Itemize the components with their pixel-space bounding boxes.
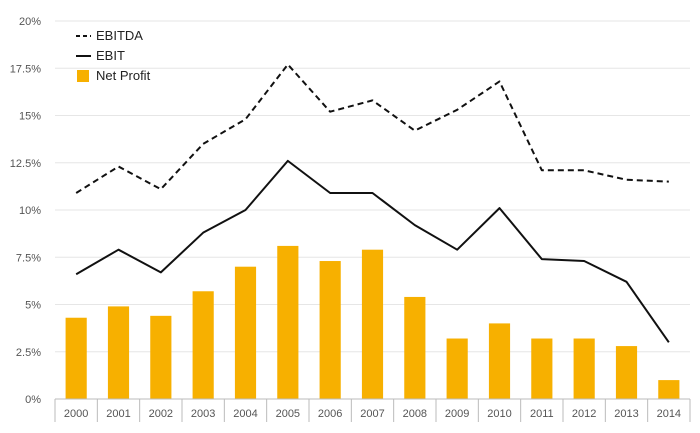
legend-net-profit-label: Net Profit: [96, 68, 151, 83]
legend-ebitda-label: EBITDA: [96, 28, 143, 43]
x-tick-label: 2003: [191, 408, 215, 420]
net-profit-bar: [446, 338, 468, 399]
net-profit-bar: [361, 249, 384, 399]
y-tick-label: 0%: [25, 394, 41, 406]
y-tick-label: 12.5%: [10, 158, 41, 170]
y-tick-label: 2.5%: [16, 347, 41, 359]
x-tick-label: 2002: [149, 408, 173, 420]
y-tick-label: 15%: [19, 111, 41, 123]
line-series: [75, 63, 670, 343]
x-tick-label: 2010: [487, 408, 511, 420]
x-tick-label: 2007: [360, 408, 384, 420]
net-profit-bar: [107, 306, 130, 399]
net-profit-bars: [65, 245, 680, 399]
net-profit-bar: [150, 315, 172, 399]
ebitda-line: [75, 63, 669, 194]
x-tick-label: 2005: [276, 408, 300, 420]
net-profit-bar: [658, 380, 680, 399]
x-tick-label: 2008: [403, 408, 427, 420]
net-profit-bar: [65, 317, 87, 399]
y-tick-label: 5%: [25, 300, 41, 312]
net-profit-bar: [573, 338, 595, 399]
net-profit-bar: [404, 296, 426, 399]
y-tick-label: 17.5%: [10, 63, 41, 75]
x-tick-label: 2009: [445, 408, 469, 420]
axes: 0% 2.5% 5% 7.5% 10% 12.5% 15% 17.5% 20% 2000 2001 2…: [10, 16, 691, 422]
y-tick-label: 10%: [19, 205, 41, 217]
legend-net-profit-swatch: [77, 70, 89, 82]
legend-ebit-label: EBIT: [96, 48, 125, 63]
x-tick-label: 2014: [657, 408, 681, 420]
x-tick-label: 2000: [64, 408, 88, 420]
net-profit-bar: [234, 266, 257, 399]
net-profit-bar: [277, 245, 299, 399]
net-profit-bar: [531, 338, 553, 399]
net-profit-bar: [192, 291, 214, 399]
y-tick-label: 20%: [19, 16, 41, 28]
x-tick-label: 2001: [106, 408, 130, 420]
net-profit-bar: [319, 261, 341, 399]
net-profit-bar: [615, 346, 638, 399]
x-tick-label: 2012: [572, 408, 596, 420]
x-tick-label: 2011: [530, 408, 554, 420]
y-tick-label: 7.5%: [16, 252, 41, 264]
net-profit-bar: [488, 323, 511, 399]
x-tick-label: 2004: [233, 408, 257, 420]
legend: EBITDA EBIT Net Profit: [76, 28, 151, 83]
x-tick-label: 2013: [614, 408, 638, 420]
x-tick-label: 2006: [318, 408, 342, 420]
ebit-line: [75, 159, 670, 343]
